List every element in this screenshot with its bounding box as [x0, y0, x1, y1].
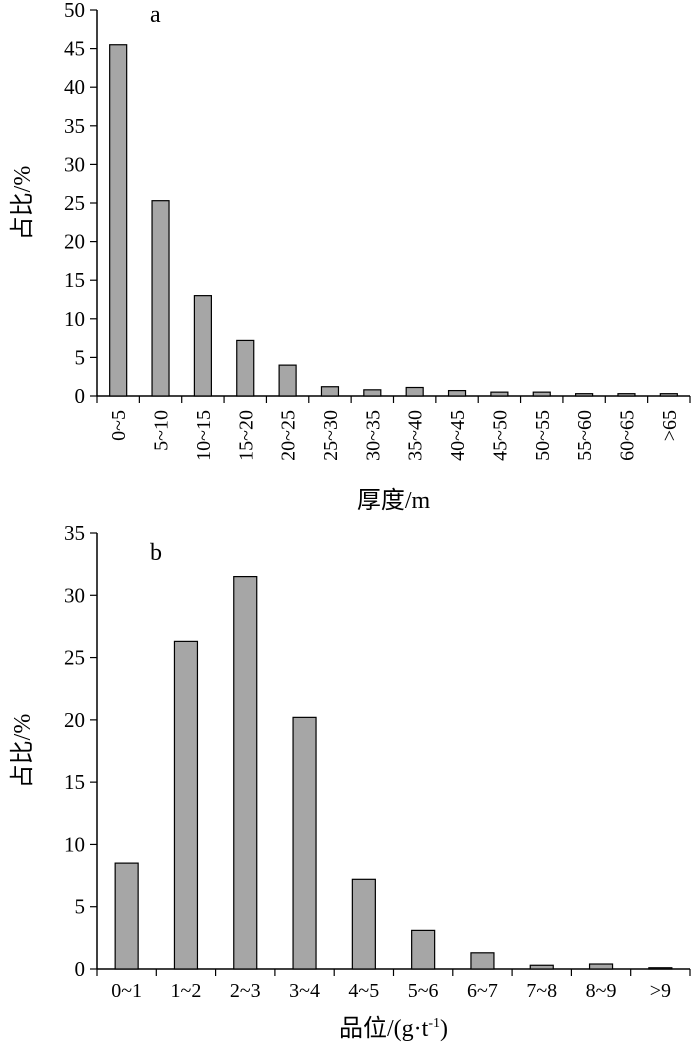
x-tick-label: 1~2 [171, 980, 202, 1002]
bar-6 [363, 389, 382, 397]
bar-5 [411, 929, 436, 970]
chart-panel-b: 0 5 10 15 20 25 30 35 0~1 1~2 2~3 3~4 4~5 5~6 6~7 7~8 8~… [9, 521, 691, 1042]
bar-1 [151, 200, 170, 397]
bar-5 [320, 386, 340, 397]
bar-2 [193, 295, 212, 397]
x-tick-label: 2~3 [230, 980, 261, 1002]
x-tick-label: 40~45 [447, 410, 469, 461]
y-tick-label: 15 [64, 268, 85, 292]
bar-0 [114, 862, 139, 970]
y-axis-title: 占比/% [9, 714, 36, 789]
bar-13 [659, 393, 678, 397]
y-axis-title: 占比/% [9, 166, 36, 241]
bar-12 [617, 393, 636, 397]
y-tick-label: 20 [64, 708, 85, 732]
bar-11 [575, 393, 594, 397]
y-tick-label: 0 [75, 957, 86, 981]
x-tick-label: 0~1 [111, 980, 142, 1002]
x-tick-label: >65 [659, 410, 681, 441]
x-axis-title-end: ) [440, 1016, 448, 1042]
y-tick-label: 40 [64, 75, 85, 99]
x-tick-label: 0~5 [108, 410, 130, 441]
x-tick-label: 50~55 [532, 410, 554, 461]
bar-9 [648, 967, 673, 970]
y-tick-label: 35 [64, 521, 85, 545]
bar-2 [233, 575, 258, 970]
bar-7 [529, 964, 554, 970]
x-tick-label: 7~8 [526, 980, 557, 1002]
x-tick-label: 55~60 [574, 410, 596, 461]
y-tick-label: 50 [64, 0, 85, 22]
x-tick-label: 10~15 [193, 410, 215, 461]
bar-4 [351, 878, 376, 970]
bar-3 [292, 716, 317, 970]
x-tick-label: 30~35 [362, 410, 384, 461]
bar-6 [470, 952, 495, 970]
x-tick-label: 5~6 [408, 980, 439, 1002]
y-tick-label: 45 [64, 37, 85, 61]
x-tick-label: 15~20 [235, 410, 257, 461]
y-tick-label: 30 [64, 152, 85, 176]
x-tick-label: 45~50 [489, 410, 511, 461]
x-tick-label: 8~9 [586, 980, 617, 1002]
bar-4 [278, 364, 297, 397]
y-tick-label: 35 [64, 114, 85, 138]
x-axis-title-main: 厚度/m [357, 487, 431, 514]
x-tick-label: 20~25 [278, 410, 300, 461]
x-tick-label: 35~40 [405, 410, 427, 461]
bar-0 [109, 44, 128, 397]
x-tick-label: 5~10 [151, 410, 173, 451]
panel-letter: a [150, 2, 161, 28]
x-axis-title: 品位/(g·t-1) [339, 1015, 448, 1042]
chart-panel-a: 0 5 10 15 20 25 30 35 40 45 50 0~5 5~10 10~15 15~20 20~… [9, 0, 691, 514]
bar-10 [532, 391, 551, 397]
x-axis-title: 厚度/m [357, 487, 431, 514]
x-tick-label: 4~5 [348, 980, 379, 1002]
x-tick-label: 6~7 [467, 980, 498, 1002]
y-tick-label: 5 [75, 895, 86, 919]
bar-7 [405, 386, 424, 397]
panel-letter: b [150, 540, 162, 566]
bar-8 [588, 963, 614, 970]
bar-1 [173, 640, 199, 970]
x-tick-label: 60~65 [616, 410, 638, 461]
y-tick-label: 15 [64, 770, 85, 794]
x-tick-label: 25~30 [320, 410, 342, 461]
y-tick-label: 25 [64, 191, 85, 215]
y-tick-label: 25 [64, 646, 85, 670]
x-axis-title-superscript: -1 [428, 1016, 440, 1031]
y-tick-label: 0 [75, 384, 86, 408]
bar-3 [236, 339, 255, 397]
x-tick-label: 3~4 [289, 980, 320, 1002]
bar-9 [490, 391, 509, 397]
y-tick-label: 30 [64, 583, 85, 607]
y-tick-label: 5 [75, 345, 86, 369]
bar-8 [447, 389, 467, 397]
x-axis-title-main: 品位/(g·t [339, 1015, 429, 1042]
x-tick-label: >9 [650, 980, 671, 1002]
y-tick-label: 20 [64, 230, 85, 254]
y-tick-label: 10 [64, 832, 85, 856]
y-tick-label: 10 [64, 307, 85, 331]
